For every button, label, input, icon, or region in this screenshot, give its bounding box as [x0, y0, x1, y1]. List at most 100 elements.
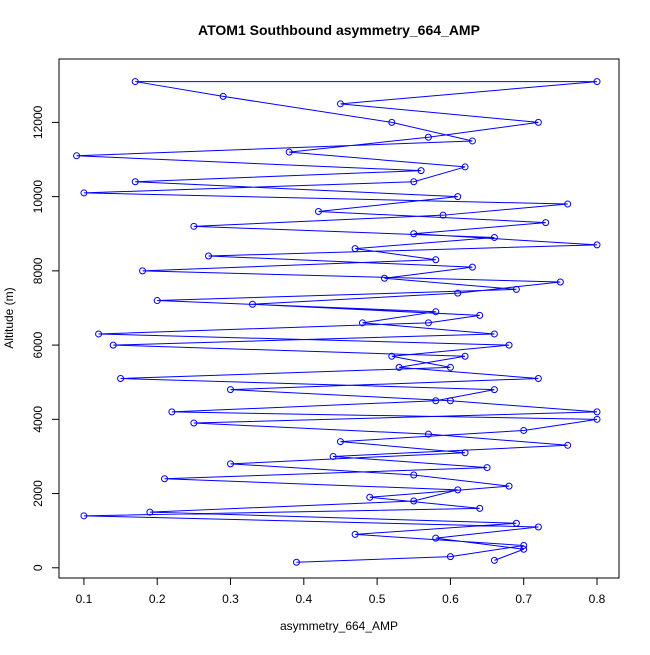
point	[424, 430, 432, 438]
point	[109, 341, 117, 349]
point	[329, 452, 337, 460]
point	[153, 297, 161, 305]
point	[388, 352, 396, 360]
point	[351, 245, 359, 253]
point	[410, 497, 418, 505]
point	[520, 545, 528, 553]
point	[454, 193, 462, 201]
point	[534, 374, 542, 382]
x-tick-label: 0.1	[76, 592, 93, 606]
point	[461, 449, 469, 457]
point	[432, 308, 440, 316]
x-tick-label: 0.6	[442, 592, 459, 606]
y-tick-label: 12000	[31, 105, 45, 139]
y-axis-label: Altitude (m)	[2, 287, 16, 348]
point	[131, 78, 139, 86]
point	[336, 100, 344, 108]
point	[395, 363, 403, 371]
chart-title: ATOM1 Southbound asymmetry_664_AMP	[198, 22, 480, 38]
point	[219, 92, 227, 100]
y-tick-label: 6000	[31, 331, 45, 358]
point	[593, 408, 601, 416]
point	[512, 285, 520, 293]
x-tick-label: 0.7	[515, 592, 532, 606]
point	[512, 519, 520, 527]
point	[432, 256, 440, 264]
point	[432, 534, 440, 542]
point	[249, 300, 257, 308]
point	[205, 252, 213, 260]
point	[564, 441, 572, 449]
point	[454, 486, 462, 494]
point	[117, 374, 125, 382]
point	[476, 504, 484, 512]
point	[424, 133, 432, 141]
point	[476, 311, 484, 319]
point	[410, 471, 418, 479]
x-tick-label: 0.8	[589, 592, 606, 606]
point	[366, 493, 374, 501]
point	[593, 241, 601, 249]
point	[292, 558, 300, 566]
point	[505, 482, 513, 490]
point	[336, 438, 344, 446]
point	[593, 78, 601, 86]
point	[490, 330, 498, 338]
point	[314, 207, 322, 215]
point	[468, 137, 476, 145]
point	[520, 542, 528, 550]
plot-box	[58, 58, 620, 579]
point	[168, 408, 176, 416]
point	[190, 222, 198, 230]
point	[446, 397, 454, 405]
point	[424, 319, 432, 327]
x-tick-label: 0.5	[369, 592, 386, 606]
point	[446, 553, 454, 561]
point	[146, 508, 154, 516]
point	[95, 330, 103, 338]
point	[534, 523, 542, 531]
y-tick-label: 10000	[31, 180, 45, 214]
point	[410, 178, 418, 186]
point	[534, 118, 542, 126]
point	[388, 118, 396, 126]
series-line	[76, 81, 598, 563]
point	[80, 512, 88, 520]
point	[439, 211, 447, 219]
point	[73, 152, 81, 160]
y-tick-label: 2000	[31, 480, 45, 507]
point	[505, 341, 513, 349]
point	[461, 352, 469, 360]
x-tick-label: 0.3	[222, 592, 239, 606]
point	[417, 167, 425, 175]
y-tick-label: 8000	[31, 257, 45, 284]
point	[483, 464, 491, 472]
point	[454, 289, 462, 297]
y-tick-label: 0	[31, 564, 45, 571]
point	[446, 363, 454, 371]
point	[139, 267, 147, 275]
point	[564, 200, 572, 208]
x-axis-label: asymmetry_664_AMP	[280, 619, 398, 633]
point	[351, 530, 359, 538]
point	[227, 460, 235, 468]
point	[490, 386, 498, 394]
point	[161, 475, 169, 483]
point	[468, 263, 476, 271]
y-tick-label: 4000	[31, 406, 45, 433]
point	[520, 426, 528, 434]
point	[131, 178, 139, 186]
point	[593, 415, 601, 423]
point	[542, 219, 550, 227]
point	[410, 230, 418, 238]
point	[190, 419, 198, 427]
x-tick-label: 0.4	[295, 592, 312, 606]
point	[358, 319, 366, 327]
point	[490, 233, 498, 241]
point	[461, 163, 469, 171]
x-tick-label: 0.2	[149, 592, 166, 606]
point	[556, 278, 564, 286]
point	[80, 189, 88, 197]
